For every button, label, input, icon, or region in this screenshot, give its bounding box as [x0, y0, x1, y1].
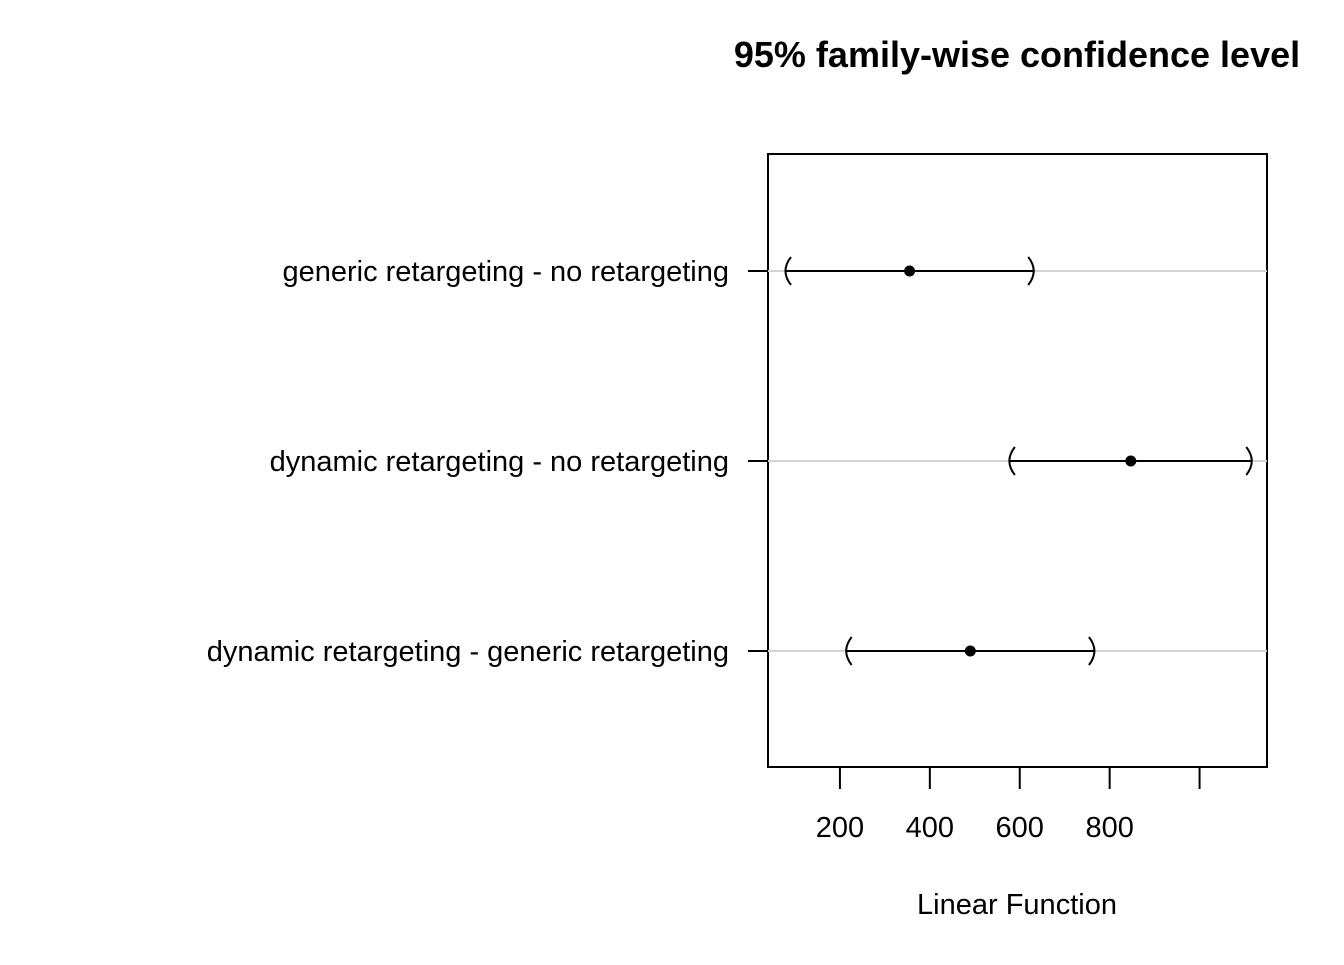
chart-title: 95% family-wise confidence level [734, 34, 1300, 75]
lower-bound-bracket [845, 636, 853, 666]
lower-bound-bracket [1008, 446, 1016, 476]
upper-bound-bracket [1245, 446, 1253, 476]
x-axis-title: Linear Function [917, 889, 1117, 921]
x-axis: 200 400 600 800 [816, 767, 1201, 844]
lower-bound-bracket [784, 256, 792, 286]
x-tick-label: 800 [1085, 812, 1133, 844]
comparison-label: dynamic retargeting - no retargeting [270, 446, 729, 478]
estimate-point [1125, 455, 1137, 467]
y-axis: generic retargeting - no retargeting dyna… [207, 256, 768, 668]
estimate-point [964, 645, 976, 657]
comparison-label: dynamic retargeting - generic retargetin… [207, 636, 729, 668]
x-tick-label: 600 [996, 812, 1044, 844]
estimate-point [904, 265, 916, 277]
upper-bound-bracket [1027, 256, 1035, 286]
x-tick-label: 400 [906, 812, 954, 844]
comparison-label: generic retargeting - no retargeting [282, 256, 729, 288]
upper-bound-bracket [1088, 636, 1096, 666]
x-tick-label: 200 [816, 812, 864, 844]
confidence-intervals [784, 256, 1253, 666]
